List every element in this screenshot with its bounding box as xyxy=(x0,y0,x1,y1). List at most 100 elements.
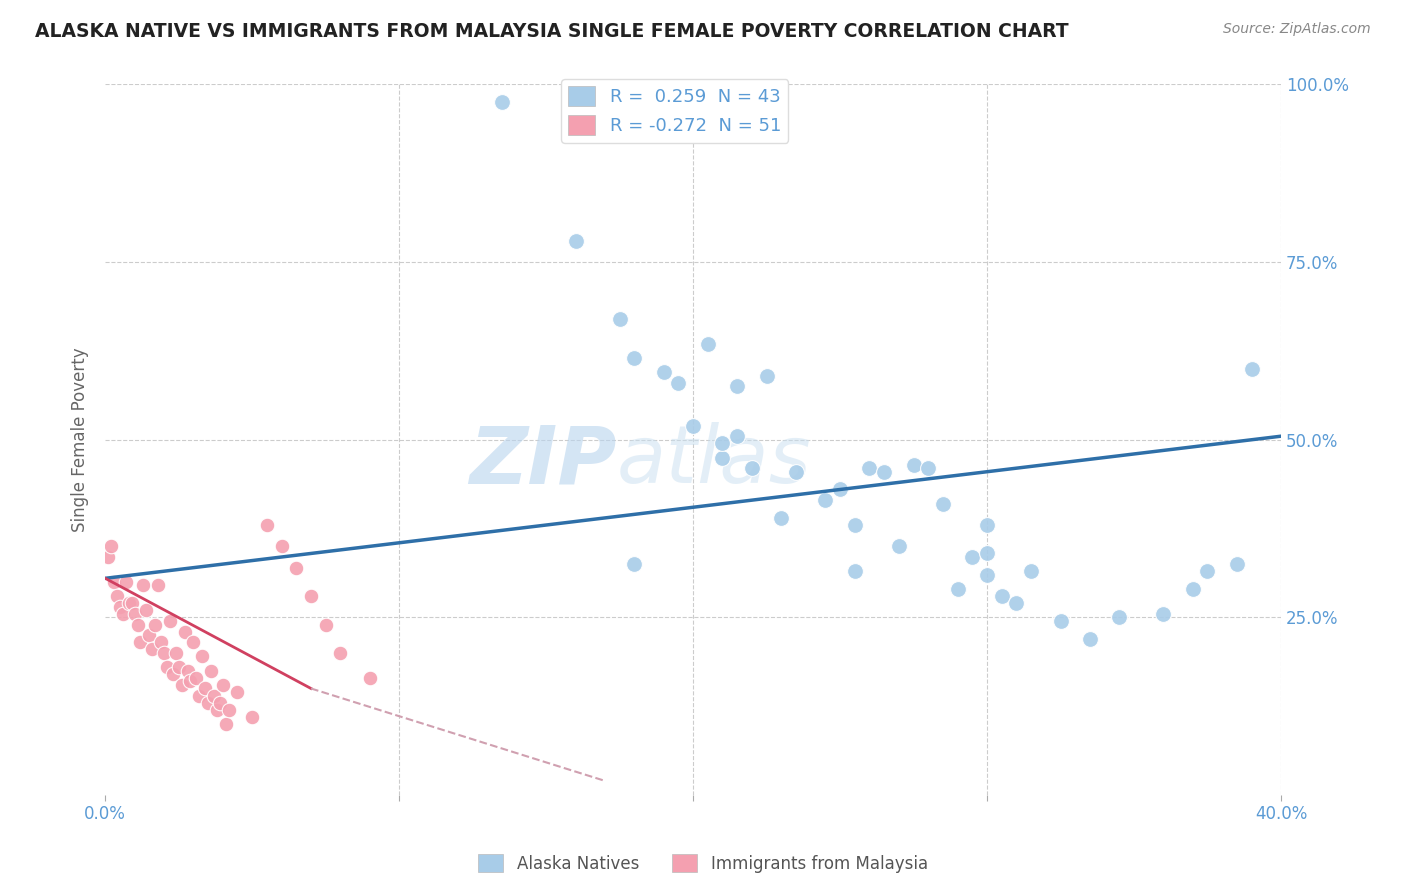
Point xyxy=(725,379,748,393)
Point xyxy=(962,549,984,564)
Text: atlas: atlas xyxy=(617,422,811,500)
Point xyxy=(725,429,748,443)
Point xyxy=(127,617,149,632)
Point xyxy=(1005,596,1028,610)
Point xyxy=(167,660,190,674)
Point xyxy=(315,617,337,632)
Point xyxy=(755,368,778,383)
Point xyxy=(191,649,214,664)
Point xyxy=(299,589,322,603)
Point xyxy=(785,465,807,479)
Text: Source: ZipAtlas.com: Source: ZipAtlas.com xyxy=(1223,22,1371,37)
Point xyxy=(121,596,143,610)
Point xyxy=(976,567,998,582)
Point xyxy=(741,461,763,475)
Point xyxy=(564,234,586,248)
Point xyxy=(218,703,240,717)
Point xyxy=(1226,557,1249,571)
Point xyxy=(188,689,211,703)
Point xyxy=(202,689,225,703)
Point xyxy=(903,458,925,472)
Point xyxy=(256,518,278,533)
Point xyxy=(814,493,837,508)
Point xyxy=(100,539,122,553)
Point xyxy=(108,599,131,614)
Point xyxy=(873,465,896,479)
Point xyxy=(111,607,134,621)
Point xyxy=(270,539,292,553)
Point xyxy=(153,646,176,660)
Point xyxy=(1197,564,1219,578)
Point xyxy=(124,607,146,621)
Point xyxy=(118,596,141,610)
Point xyxy=(183,635,205,649)
Point xyxy=(205,703,228,717)
Point xyxy=(200,664,222,678)
Point xyxy=(887,539,910,553)
Point xyxy=(1181,582,1204,596)
Point xyxy=(146,578,169,592)
Point xyxy=(176,664,198,678)
Point xyxy=(150,635,173,649)
Point xyxy=(946,582,969,596)
Point xyxy=(844,564,866,578)
Point xyxy=(711,450,734,465)
Point xyxy=(1049,614,1071,628)
Text: ZIP: ZIP xyxy=(470,422,617,500)
Point xyxy=(208,696,231,710)
Point xyxy=(173,624,195,639)
Point xyxy=(858,461,880,475)
Point xyxy=(143,617,166,632)
Point xyxy=(105,589,128,603)
Point xyxy=(844,518,866,533)
Point xyxy=(623,351,645,365)
Point xyxy=(186,671,208,685)
Point xyxy=(990,589,1012,603)
Point xyxy=(194,681,217,696)
Point xyxy=(1152,607,1174,621)
Point xyxy=(623,557,645,571)
Point xyxy=(129,635,152,649)
Point xyxy=(97,549,120,564)
Point xyxy=(165,646,187,660)
Point xyxy=(170,678,193,692)
Point xyxy=(156,660,179,674)
Point xyxy=(135,603,157,617)
Point xyxy=(666,376,689,390)
Legend: R =  0.259  N = 43, R = -0.272  N = 51: R = 0.259 N = 43, R = -0.272 N = 51 xyxy=(561,79,789,143)
Point xyxy=(917,461,939,475)
Point xyxy=(711,436,734,450)
Point xyxy=(197,696,219,710)
Point xyxy=(652,365,675,379)
Point xyxy=(1078,632,1101,646)
Point xyxy=(179,674,201,689)
Point xyxy=(359,671,381,685)
Point xyxy=(1108,610,1130,624)
Point xyxy=(329,646,352,660)
Point xyxy=(770,511,793,525)
Point xyxy=(103,574,125,589)
Point xyxy=(1019,564,1042,578)
Point xyxy=(682,418,704,433)
Point xyxy=(132,578,155,592)
Point xyxy=(828,483,851,497)
Point xyxy=(491,95,513,110)
Text: ALASKA NATIVE VS IMMIGRANTS FROM MALAYSIA SINGLE FEMALE POVERTY CORRELATION CHAR: ALASKA NATIVE VS IMMIGRANTS FROM MALAYSI… xyxy=(35,22,1069,41)
Y-axis label: Single Female Poverty: Single Female Poverty xyxy=(72,348,89,532)
Point xyxy=(976,518,998,533)
Point xyxy=(1240,361,1263,376)
Point xyxy=(226,685,249,699)
Point xyxy=(159,614,181,628)
Point xyxy=(932,497,955,511)
Point xyxy=(141,642,163,657)
Point xyxy=(285,560,308,574)
Point xyxy=(114,574,136,589)
Point xyxy=(240,710,263,724)
Point xyxy=(696,336,718,351)
Point xyxy=(162,667,184,681)
Point xyxy=(138,628,160,642)
Point xyxy=(976,546,998,560)
Point xyxy=(211,678,233,692)
Point xyxy=(609,312,631,326)
Legend: Alaska Natives, Immigrants from Malaysia: Alaska Natives, Immigrants from Malaysia xyxy=(471,847,935,880)
